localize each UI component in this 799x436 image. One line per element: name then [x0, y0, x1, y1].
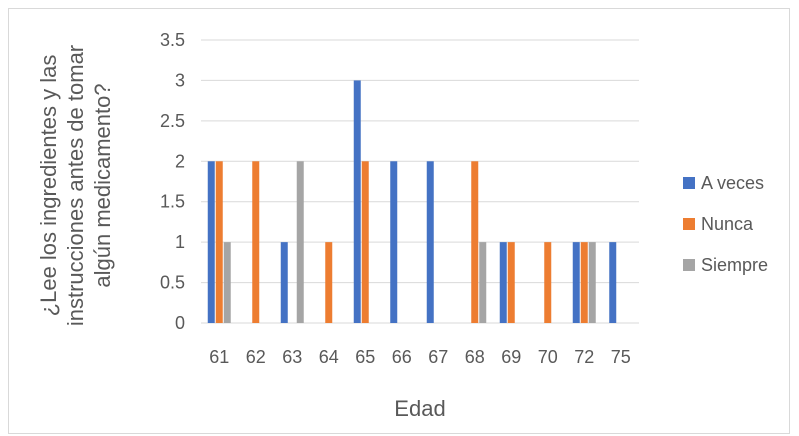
x-tick-label: 65 [355, 347, 375, 367]
x-axis-title: Edad [394, 396, 445, 421]
bar-nunca [361, 161, 369, 323]
y-axis-title-line: ¿Lee los ingredientes y las [36, 55, 61, 317]
legend-label: Siempre [701, 255, 768, 275]
x-tick-label: 75 [611, 347, 631, 367]
x-axis-ticks: 61 62 63 64 65 66 67 68 69 70 72 75 [209, 347, 631, 367]
bar-nunca [580, 242, 588, 323]
y-tick-label: 0 [175, 313, 185, 333]
bar-chart: 0 0.5 1 1.5 2 2.5 3 3.5 61 62 63 64 65 66 67 68 69 70 72 7… [36, 30, 768, 421]
y-axis-title-line: algún medicamento? [90, 83, 115, 287]
bar-siempre [588, 242, 596, 323]
bar-a-veces [572, 242, 580, 323]
y-tick-label: 1 [175, 232, 185, 252]
y-tick-label: 2 [175, 151, 185, 171]
y-tick-label: 3.5 [160, 30, 185, 50]
legend: A veces Nunca Siempre [683, 173, 768, 275]
x-tick-label: 67 [428, 347, 448, 367]
bar-nunca [544, 242, 552, 323]
bar-nunca [507, 242, 515, 323]
legend-swatch [683, 218, 695, 230]
bar-a-veces [426, 161, 434, 323]
bar-nunca [215, 161, 223, 323]
x-tick-label: 62 [246, 347, 266, 367]
bar-a-veces [390, 161, 398, 323]
y-tick-label: 1.5 [160, 192, 185, 212]
bar-nunca [252, 161, 260, 323]
y-axis-ticks: 0 0.5 1 1.5 2 2.5 3 3.5 [160, 30, 185, 333]
gridlines [201, 39, 639, 324]
x-tick-label: 70 [538, 347, 558, 367]
x-tick-label: 61 [209, 347, 229, 367]
x-tick-label: 63 [282, 347, 302, 367]
legend-label: A veces [701, 173, 764, 193]
bar-a-veces [280, 242, 288, 323]
y-axis-title: ¿Lee los ingredientes y lasinstrucciones… [36, 45, 115, 326]
bar-siempre [296, 161, 304, 323]
legend-swatch [683, 259, 695, 271]
bars [207, 80, 617, 323]
y-tick-label: 3 [175, 70, 185, 90]
bar-siempre [479, 242, 487, 323]
y-tick-label: 2.5 [160, 111, 185, 131]
chart-frame: 0 0.5 1 1.5 2 2.5 3 3.5 61 62 63 64 65 66 67 68 69 70 72 7… [8, 8, 790, 434]
legend-label: Nunca [701, 214, 754, 234]
bar-nunca [325, 242, 333, 323]
y-axis-title-line: instrucciones antes de tomar [63, 45, 88, 326]
x-tick-label: 66 [392, 347, 412, 367]
bar-a-veces [499, 242, 507, 323]
bar-a-veces [609, 242, 617, 323]
bar-a-veces [353, 80, 361, 323]
bar-siempre [223, 242, 231, 323]
x-tick-label: 64 [319, 347, 339, 367]
bar-a-veces [207, 161, 215, 323]
x-tick-label: 68 [465, 347, 485, 367]
y-tick-label: 0.5 [160, 273, 185, 293]
x-tick-label: 72 [574, 347, 594, 367]
bar-nunca [471, 161, 479, 323]
legend-swatch [683, 177, 695, 189]
x-tick-label: 69 [501, 347, 521, 367]
